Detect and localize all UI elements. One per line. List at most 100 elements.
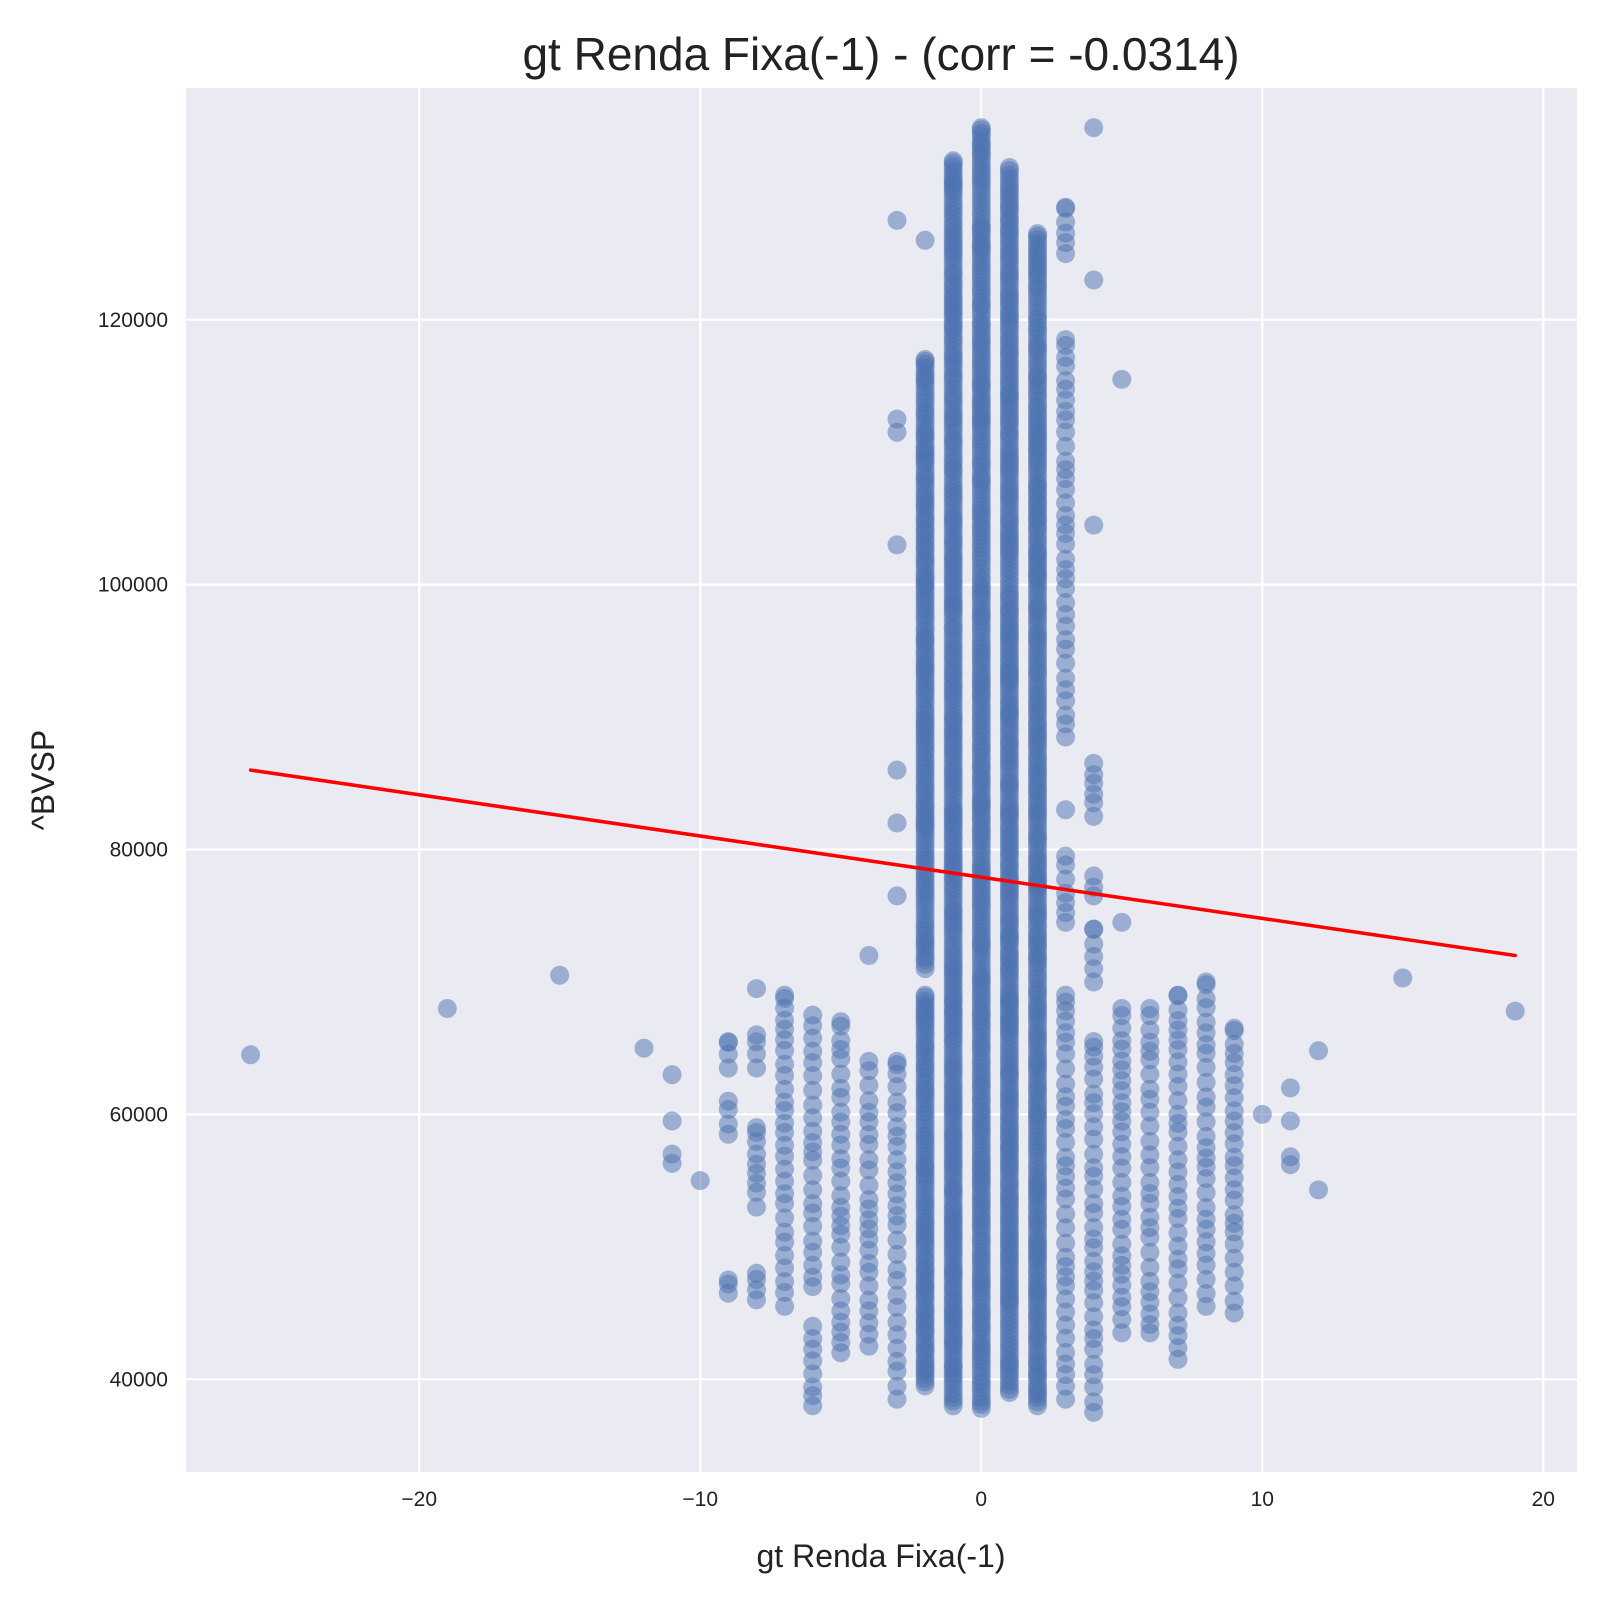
data-point	[1056, 436, 1076, 456]
data-point	[747, 1025, 766, 1045]
data-point	[1196, 1057, 1216, 1077]
data-points	[241, 118, 1525, 1422]
x-tick-label: 0	[975, 1488, 987, 1511]
data-point	[662, 1153, 682, 1173]
data-point	[747, 1263, 766, 1283]
plot-background	[186, 88, 1577, 1472]
data-point	[803, 1166, 823, 1185]
data-point	[1196, 1269, 1216, 1289]
data-point	[831, 1102, 851, 1122]
y-axis-label: ^BVSP	[25, 730, 61, 830]
data-point	[1280, 1078, 1300, 1098]
data-point	[803, 1005, 823, 1025]
data-point	[1112, 1234, 1132, 1254]
data-point	[775, 1079, 795, 1099]
data-point	[859, 1276, 879, 1296]
data-point	[1140, 1207, 1160, 1227]
data-point	[1168, 1288, 1188, 1308]
data-point	[1280, 1111, 1300, 1131]
data-point	[1056, 1315, 1076, 1335]
data-point	[1224, 1147, 1244, 1167]
x-axis-label: gt Renda Fixa(-1)	[757, 1538, 1006, 1574]
data-point	[803, 1255, 823, 1275]
data-point	[887, 1117, 907, 1137]
data-point	[803, 1095, 823, 1115]
data-point	[943, 151, 963, 171]
data-point	[662, 1065, 682, 1085]
data-point	[1140, 1116, 1160, 1136]
data-point	[915, 985, 935, 1005]
data-point	[887, 886, 907, 906]
data-point	[1056, 549, 1076, 569]
data-point	[831, 1149, 851, 1169]
data-point	[887, 210, 907, 230]
data-point	[887, 813, 907, 833]
data-point	[1084, 934, 1104, 954]
data-point	[1056, 1059, 1076, 1079]
data-point	[662, 1111, 682, 1131]
data-point	[831, 1031, 851, 1051]
data-point	[550, 965, 570, 985]
data-point	[887, 422, 907, 442]
data-point	[1084, 972, 1104, 992]
y-tick-label: 120000	[98, 309, 168, 332]
data-point	[1056, 1342, 1076, 1362]
data-point	[1084, 515, 1104, 535]
regression-line	[248, 768, 1517, 958]
data-point	[1084, 1392, 1104, 1412]
data-point	[1168, 1150, 1188, 1170]
data-point	[634, 1038, 654, 1058]
data-point	[1280, 1155, 1300, 1175]
data-point	[1168, 1104, 1188, 1124]
data-point	[1084, 1158, 1104, 1178]
y-axis-ticks: 40000 60000 80000 100000 120000	[98, 309, 168, 1392]
data-point	[1084, 1354, 1104, 1374]
data-point	[718, 1091, 738, 1111]
data-point	[1168, 1249, 1188, 1269]
data-point	[690, 1171, 710, 1191]
data-point	[859, 1075, 879, 1095]
data-point	[887, 1389, 907, 1409]
data-point	[775, 1296, 795, 1316]
data-point	[1056, 846, 1076, 866]
data-point	[1309, 1041, 1328, 1061]
data-point	[1056, 705, 1076, 725]
data-point	[718, 1114, 738, 1134]
data-point	[1196, 1284, 1216, 1304]
data-point	[1224, 1291, 1244, 1311]
data-point	[859, 1091, 879, 1111]
data-point	[1140, 1257, 1160, 1277]
data-point	[1309, 1180, 1328, 1200]
data-point	[1084, 118, 1104, 138]
data-point	[1056, 197, 1076, 217]
data-point	[1196, 1183, 1216, 1203]
data-point	[1056, 330, 1076, 350]
data-point	[1056, 1218, 1076, 1238]
data-point	[1224, 1248, 1244, 1268]
data-point	[1168, 1223, 1188, 1243]
y-tick-label: 40000	[110, 1368, 168, 1391]
data-point	[1056, 493, 1076, 513]
data-point	[1224, 1018, 1244, 1038]
data-point	[831, 1012, 851, 1032]
data-point	[887, 1230, 907, 1250]
data-point	[1084, 806, 1104, 826]
data-point	[1084, 753, 1104, 773]
data-point	[1196, 1012, 1216, 1032]
data-point	[915, 230, 935, 250]
data-point	[831, 1289, 851, 1309]
data-point	[1084, 1084, 1104, 1104]
data-point	[1056, 668, 1076, 688]
data-point	[887, 1260, 907, 1280]
y-tick-label: 100000	[98, 574, 168, 597]
x-axis-ticks: −20 −10 0 10 20	[401, 1488, 1555, 1511]
data-point	[1056, 1110, 1076, 1130]
data-point	[1056, 1074, 1076, 1094]
data-point	[1196, 989, 1216, 1009]
data-point	[887, 1051, 907, 1071]
data-point	[803, 1377, 823, 1397]
data-point	[1084, 866, 1104, 886]
data-point	[803, 1066, 823, 1086]
data-point	[775, 1054, 795, 1074]
y-tick-label: 60000	[110, 1103, 168, 1126]
